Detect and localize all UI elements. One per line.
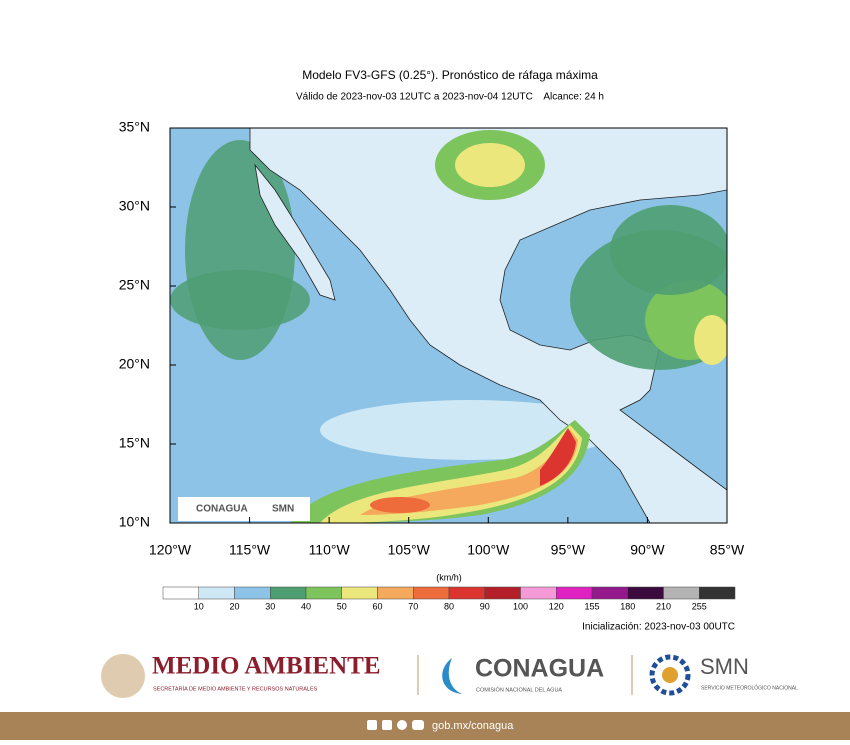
lat-tick-label: 35°N <box>119 119 150 135</box>
colorbar-label: 20 <box>229 601 239 611</box>
colorbar-swatch <box>270 586 307 600</box>
conagua-name: CONAGUA <box>475 655 604 683</box>
colorbar-label: 100 <box>513 601 528 611</box>
colorbar-swatch <box>341 586 378 600</box>
wind-area <box>455 143 525 187</box>
colorbar-label: 90 <box>480 601 490 611</box>
colorbar-swatch <box>663 586 700 600</box>
map: CONAGUA SMN <box>169 127 728 524</box>
colorbar-label: 180 <box>620 601 635 611</box>
colorbar-label: 10 <box>194 601 204 611</box>
initialization: Inicialización: 2023-nov-03 00UTC <box>582 622 735 633</box>
colorbar-label: 30 <box>265 601 275 611</box>
colorbar-label: 255 <box>692 601 707 611</box>
colorbar-swatch <box>413 586 450 600</box>
colorbar-swatch <box>699 586 736 600</box>
smn-subtitle: SERVICIO METEOROLÓGICO NACIONAL <box>701 684 798 691</box>
colorbar-swatch <box>377 586 414 600</box>
semarnat-name: MEDIO AMBIENTE <box>152 653 381 680</box>
lon-tick-label: 100°W <box>467 542 510 558</box>
colorbar-swatch <box>198 586 235 600</box>
inset-logo: CONAGUA <box>196 504 248 515</box>
map-title: Modelo FV3-GFS (0.25°). Pronóstico de rá… <box>302 68 598 82</box>
social-icons <box>367 720 424 730</box>
colorbar-label: 155 <box>584 601 599 611</box>
land <box>249 128 727 523</box>
lat-tick-label: 25°N <box>119 277 150 293</box>
wind-area <box>694 315 727 365</box>
smn-name: SMN <box>700 654 749 679</box>
gust-core <box>370 497 430 513</box>
wind-area <box>170 270 310 330</box>
inset-logo-box <box>178 497 310 521</box>
lon-tick-label: 95°W <box>551 542 586 558</box>
colorbar-label: 50 <box>337 601 347 611</box>
semarnat-emblem <box>101 654 145 698</box>
lon-tick-label: 120°W <box>149 542 192 558</box>
lon-tick-label: 115°W <box>229 542 271 558</box>
colorbar-label: 120 <box>549 601 564 611</box>
gust-core <box>540 428 576 486</box>
lon-tick-label: 85°W <box>710 542 745 558</box>
smn-emblem <box>649 654 691 696</box>
colorbar-swatch <box>234 586 271 600</box>
colorbar-swatch <box>520 586 557 600</box>
colorbar-label: 70 <box>408 601 418 611</box>
colorbar-swatch <box>305 586 342 600</box>
colorbar-swatch <box>591 586 628 600</box>
conagua-emblem <box>442 658 462 694</box>
colorbar-unit: (km/h) <box>436 572 462 582</box>
smn-emblem <box>662 667 678 683</box>
colorbar-label: 40 <box>301 601 311 611</box>
map-ticks: 35°N 30°N 25°N 20°N 15°N 10°N 120°W 115°W 110°W 1… <box>119 119 745 558</box>
lon-tick-label: 105°W <box>388 542 431 558</box>
inset-logo: SMN <box>272 504 294 515</box>
colorbar-label: 210 <box>656 601 671 611</box>
youtube-icon[interactable] <box>412 720 424 730</box>
colorbar-swatch <box>627 586 664 600</box>
colorbar-swatch <box>484 586 521 600</box>
map-subtitle: Válido de 2023-nov-03 12UTC a 2023-nov-0… <box>296 92 604 103</box>
colorbar-swatch <box>556 586 593 600</box>
footer-link[interactable]: gob.mx/conagua <box>432 720 514 732</box>
instagram-icon[interactable] <box>397 720 407 730</box>
colorbar: 10 20 30 40 50 60 70 80 90 100 120 155 180 210 255 <box>162 586 736 611</box>
footer-logos: MEDIO AMBIENTE SECRETARÍA DE MEDIO AMBIE… <box>101 653 798 698</box>
colorbar-label: 60 <box>372 601 382 611</box>
lon-tick-label: 90°W <box>630 542 665 558</box>
lat-tick-label: 10°N <box>119 514 150 530</box>
lat-tick-label: 20°N <box>119 356 150 372</box>
facebook-icon[interactable] <box>367 720 377 730</box>
gust-band <box>360 430 578 515</box>
lat-tick-label: 30°N <box>119 198 150 214</box>
colorbar-swatch <box>448 586 485 600</box>
colorbar-label: 80 <box>444 601 454 611</box>
semarnat-subtitle: SECRETARÍA DE MEDIO AMBIENTE Y RECURSOS … <box>153 685 318 692</box>
wind-area <box>610 205 727 295</box>
lat-tick-label: 15°N <box>119 435 150 451</box>
lon-tick-label: 110°W <box>309 542 351 558</box>
baja-california <box>254 163 336 301</box>
colorbar-swatch <box>162 586 199 600</box>
twitter-icon[interactable] <box>382 720 392 730</box>
conagua-subtitle: COMISIÓN NACIONAL DEL AGUA <box>476 686 562 693</box>
footer-band <box>0 712 850 740</box>
map-frame <box>169 127 728 524</box>
